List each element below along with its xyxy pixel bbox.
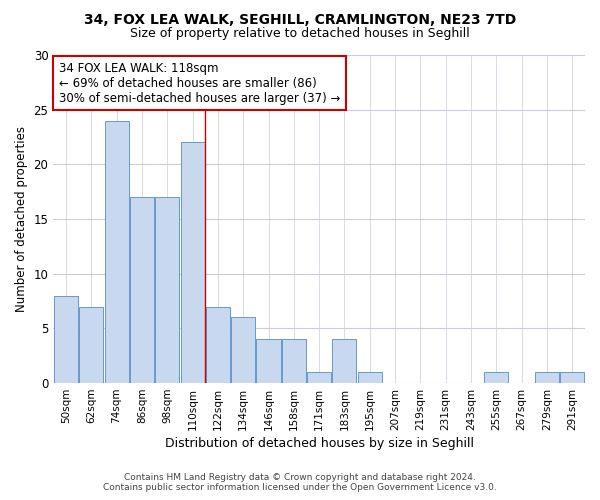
- Bar: [307, 372, 331, 383]
- Bar: [155, 197, 179, 383]
- Bar: [332, 340, 356, 383]
- Bar: [181, 142, 205, 383]
- Bar: [231, 318, 255, 383]
- Bar: [256, 340, 281, 383]
- Text: 34 FOX LEA WALK: 118sqm
← 69% of detached houses are smaller (86)
30% of semi-de: 34 FOX LEA WALK: 118sqm ← 69% of detache…: [59, 62, 340, 104]
- Bar: [358, 372, 382, 383]
- Bar: [535, 372, 559, 383]
- Bar: [282, 340, 306, 383]
- Bar: [206, 306, 230, 383]
- Bar: [54, 296, 78, 383]
- Bar: [560, 372, 584, 383]
- Y-axis label: Number of detached properties: Number of detached properties: [15, 126, 28, 312]
- Text: 34, FOX LEA WALK, SEGHILL, CRAMLINGTON, NE23 7TD: 34, FOX LEA WALK, SEGHILL, CRAMLINGTON, …: [84, 12, 516, 26]
- Bar: [79, 306, 103, 383]
- Text: Contains HM Land Registry data © Crown copyright and database right 2024.
Contai: Contains HM Land Registry data © Crown c…: [103, 473, 497, 492]
- X-axis label: Distribution of detached houses by size in Seghill: Distribution of detached houses by size …: [164, 437, 473, 450]
- Bar: [130, 197, 154, 383]
- Bar: [484, 372, 508, 383]
- Bar: [104, 120, 128, 383]
- Text: Size of property relative to detached houses in Seghill: Size of property relative to detached ho…: [130, 28, 470, 40]
